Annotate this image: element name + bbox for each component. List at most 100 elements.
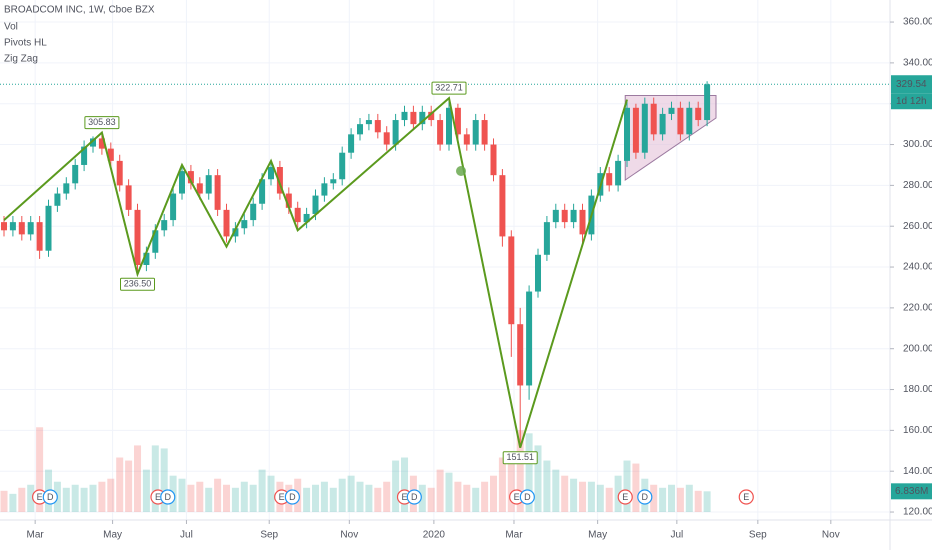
candle-body <box>179 171 186 194</box>
candle-body <box>641 103 648 153</box>
candle-body <box>499 175 506 237</box>
y-tick-label: 120.00 <box>903 507 932 518</box>
volume-bar <box>116 457 124 512</box>
indicator-label[interactable]: Zig Zag <box>4 54 38 65</box>
event-label: D <box>47 492 54 502</box>
volume-bar <box>142 469 150 512</box>
volume-bar <box>214 478 222 512</box>
x-tick-label: Mar <box>27 530 45 541</box>
volume-bar <box>694 490 702 512</box>
volume-bar <box>223 484 231 512</box>
candle-body <box>517 324 524 386</box>
signal-dot <box>456 166 466 176</box>
volume-bar <box>668 484 676 512</box>
candle-body <box>259 179 266 204</box>
candle-body <box>54 193 61 206</box>
event-label: D <box>411 492 418 502</box>
x-tick-label: May <box>103 530 122 541</box>
volume-bar <box>498 457 506 512</box>
candle-body <box>570 209 577 223</box>
indicator-label[interactable]: Pivots HL <box>4 38 47 49</box>
volume-bar <box>587 481 595 512</box>
event-marker <box>160 489 176 505</box>
candle-body <box>45 205 52 251</box>
volume-bar <box>418 484 426 512</box>
x-tick-label: Jul <box>180 530 193 541</box>
candle-body <box>303 213 310 223</box>
event-marker <box>738 489 754 505</box>
y-tick-label: 280.00 <box>903 180 932 191</box>
volume-bar <box>703 491 711 512</box>
zigzag-line <box>3 96 628 448</box>
chart-title: BROADCOM INC, 1W, Cboe BZX <box>4 5 155 16</box>
pivot-label: 322.71 <box>435 83 463 93</box>
candle-body <box>543 222 550 255</box>
candle-body <box>125 185 132 210</box>
volume-bar <box>196 481 204 512</box>
y-tick-label: 240.00 <box>903 262 932 273</box>
candle-body <box>606 173 613 186</box>
y-tick-label: 360.00 <box>903 17 932 28</box>
volume-bar <box>36 427 44 512</box>
volume-bar <box>659 487 667 512</box>
y-tick-label: 160.00 <box>903 425 932 436</box>
event-label: E <box>279 492 285 502</box>
volume-bar <box>249 484 257 512</box>
event-label: D <box>289 492 296 502</box>
x-tick-label: Jul <box>670 530 683 541</box>
candle-body <box>232 228 239 237</box>
candle-body <box>27 222 34 235</box>
candle-body <box>446 107 453 145</box>
volume-bar <box>89 484 97 512</box>
volume-bar <box>623 460 631 512</box>
event-marker <box>617 489 633 505</box>
volume-bar <box>543 460 551 512</box>
volume-bar <box>125 460 133 512</box>
y-tick-label: 220.00 <box>903 303 932 314</box>
candle-body <box>1 222 8 231</box>
candle-body <box>196 183 203 194</box>
event-label: E <box>514 492 520 502</box>
volume-bar <box>463 484 471 512</box>
volume-bar <box>187 484 195 512</box>
candle-body <box>214 175 221 210</box>
candle-body <box>241 220 248 229</box>
volume-bar <box>481 481 489 512</box>
x-tick-label: May <box>588 530 607 541</box>
indicator-label[interactable]: Vol <box>4 22 18 33</box>
candle-body <box>152 230 159 253</box>
candle-body <box>392 120 399 145</box>
volume-bar <box>454 481 462 512</box>
candle-body <box>579 209 586 235</box>
volume-bar <box>240 481 248 512</box>
volume-bar <box>338 478 346 512</box>
candle-body <box>18 222 25 235</box>
candle-body <box>677 107 684 135</box>
countdown-label: 1d 12h <box>896 96 927 107</box>
volume-bar <box>650 484 658 512</box>
volume-bar <box>258 469 266 512</box>
volume-bar <box>490 475 498 512</box>
pivot-label-box <box>84 116 120 130</box>
volume-bar <box>401 457 409 512</box>
candle-body <box>81 146 88 165</box>
pivot-label-box <box>431 81 467 95</box>
volume-bar <box>151 445 159 512</box>
volume-bar <box>27 484 35 512</box>
candle-body <box>223 209 230 237</box>
candle-body <box>250 203 257 221</box>
candle-body <box>98 138 105 149</box>
volume-bar <box>605 487 613 512</box>
volume-bar <box>676 487 684 512</box>
event-label: E <box>37 492 43 502</box>
candle-body <box>401 111 408 121</box>
volume-bar <box>320 481 328 512</box>
volume-bar <box>205 487 213 512</box>
x-tick-label: 2020 <box>423 530 446 541</box>
volume-bar <box>80 487 88 512</box>
y-tick-label: 260.00 <box>903 221 932 232</box>
candle-body <box>348 134 355 153</box>
event-marker <box>42 489 58 505</box>
event-label: D <box>524 492 531 502</box>
volume-bar <box>445 472 453 512</box>
